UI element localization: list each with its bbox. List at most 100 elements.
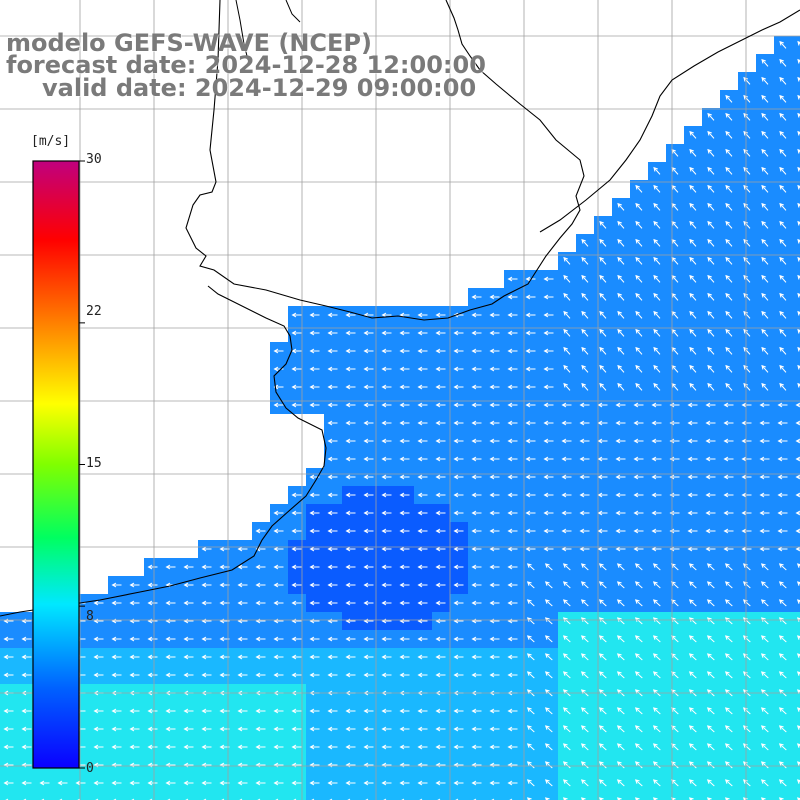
wind-arrow: [544, 563, 553, 571]
wind-arrow: [615, 546, 626, 552]
wind-arrow: [489, 528, 500, 534]
wind-arrow: [363, 438, 374, 444]
wind-arrow: [129, 744, 140, 750]
wind-arrow: [471, 456, 482, 462]
wind-arrow: [743, 256, 751, 265]
wind-arrow: [761, 220, 769, 229]
wind-arrow: [417, 384, 428, 390]
wind-arrow: [580, 653, 589, 661]
wind-arrow: [237, 654, 248, 660]
wind-arrow: [255, 726, 266, 732]
wind-arrow: [3, 672, 14, 678]
ocean-wind-field: [0, 36, 800, 800]
wind-arrow: [471, 672, 482, 678]
wind-arrow: [507, 510, 518, 516]
wind-arrow: [689, 220, 697, 229]
wind-arrow: [453, 654, 464, 660]
wind-arrow: [761, 202, 769, 211]
wind-arrow: [689, 292, 697, 301]
wind-arrow: [21, 744, 32, 750]
wind-cell: [702, 792, 720, 800]
wind-arrow: [399, 402, 410, 408]
wind-arrow: [489, 312, 500, 318]
wind-arrow: [363, 546, 374, 552]
wind-arrow: [417, 636, 428, 642]
wind-arrow: [760, 743, 769, 751]
colorbar-tick-label: 8: [86, 609, 94, 624]
wind-arrow: [525, 546, 536, 552]
wind-arrow: [507, 276, 518, 282]
wind-arrow: [706, 725, 715, 733]
wind-arrow: [489, 636, 500, 642]
wind-arrow: [489, 474, 500, 480]
wind-arrow: [796, 761, 800, 766]
wind-arrow: [759, 492, 770, 498]
wind-arrow: [723, 438, 734, 444]
wind-arrow: [435, 582, 446, 588]
wind-arrow: [617, 292, 625, 301]
wind-arrow: [761, 166, 769, 175]
wind-arrow: [201, 672, 212, 678]
colorbar-tick-label: 15: [86, 456, 102, 471]
wind-arrow: [759, 546, 770, 552]
wind-arrow: [761, 184, 769, 193]
wind-arrow: [616, 797, 622, 800]
wind-arrow: [435, 474, 446, 480]
wind-arrow: [543, 474, 554, 480]
wind-arrow: [779, 328, 787, 337]
wind-arrow: [309, 312, 320, 318]
wind-arrow: [707, 238, 715, 247]
wind-arrow: [291, 312, 302, 318]
wind-arrow: [797, 256, 800, 262]
wind-arrow: [471, 420, 482, 426]
wind-arrow: [111, 744, 122, 750]
wind-arrow: [653, 364, 661, 373]
wind-arrow: [652, 779, 661, 787]
wind-arrow: [652, 581, 661, 589]
wind-arrow: [417, 582, 428, 588]
wind-arrow: [525, 420, 536, 426]
wind-arrow: [453, 564, 464, 570]
wind-arrow: [273, 546, 284, 552]
wind-arrow: [599, 328, 607, 337]
wind-arrow: [615, 420, 626, 426]
wind-arrow: [291, 402, 302, 408]
wind-arrow: [743, 76, 751, 85]
wind-arrow: [796, 563, 800, 568]
wind-arrow: [725, 256, 733, 265]
wind-arrow: [147, 636, 158, 642]
wind-arrow: [598, 671, 607, 679]
wind-arrow: [725, 382, 733, 391]
wind-arrow: [615, 492, 626, 498]
wind-arrow: [435, 330, 446, 336]
wind-arrow: [543, 384, 554, 390]
wind-arrow: [689, 202, 697, 211]
wind-arrow: [363, 330, 374, 336]
wind-arrow: [147, 708, 158, 714]
wind-arrow: [417, 546, 428, 552]
wind-arrow: [111, 582, 122, 588]
wind-arrow: [399, 492, 410, 498]
wind-arrow: [417, 438, 428, 444]
wind-arrow: [507, 708, 518, 714]
wind-arrow: [507, 744, 518, 750]
wind-arrow: [687, 456, 698, 462]
wind-arrow: [760, 779, 769, 787]
wind-arrow: [417, 528, 428, 534]
wind-arrow: [687, 528, 698, 534]
wind-arrow: [743, 220, 751, 229]
wind-arrow: [616, 779, 625, 787]
wind-arrow: [651, 420, 662, 426]
wind-arrow: [707, 328, 715, 337]
wind-arrow: [345, 366, 356, 372]
wind-arrow: [507, 492, 518, 498]
wind-arrow: [147, 654, 158, 660]
wind-arrow: [544, 725, 553, 733]
wind-arrow: [399, 384, 410, 390]
wind-arrow: [165, 708, 176, 714]
wind-arrow: [309, 348, 320, 354]
wind-arrow: [634, 725, 643, 733]
wind-arrow: [327, 492, 338, 498]
wind-arrow: [111, 708, 122, 714]
wind-arrow: [507, 546, 518, 552]
